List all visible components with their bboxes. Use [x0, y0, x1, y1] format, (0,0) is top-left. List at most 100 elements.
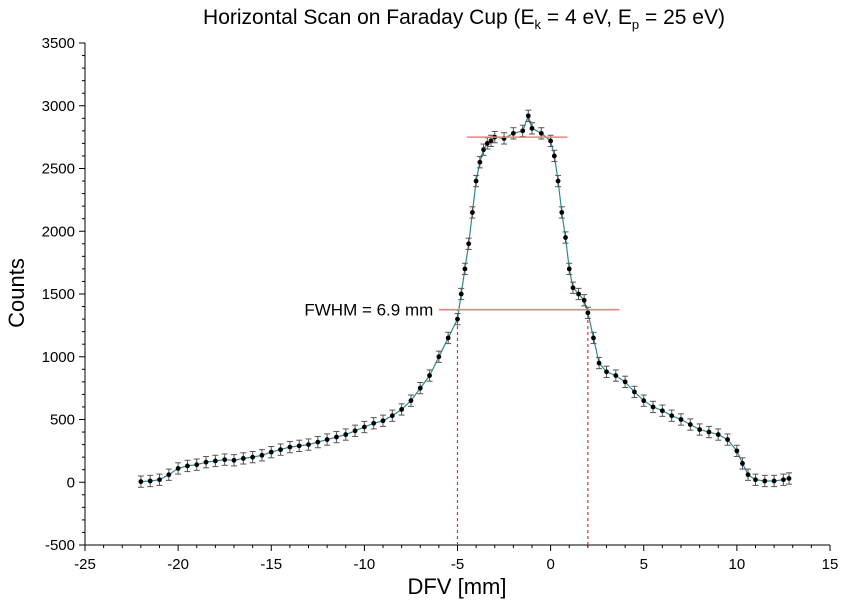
x-tick-label: -20: [167, 556, 189, 573]
x-tick-label: -10: [354, 556, 376, 573]
data-point: [334, 434, 339, 440]
y-tick-label: -500: [45, 537, 75, 554]
data-point: [576, 291, 581, 297]
data-point: [343, 432, 349, 437]
data-point: [399, 407, 405, 412]
data-point: [185, 463, 190, 469]
x-tick-label: -5: [451, 556, 464, 573]
data-point: [477, 159, 483, 165]
data-point: [240, 456, 246, 461]
data-point: [781, 477, 786, 483]
title-prefix: Horizontal Scan on Faraday Cup (E: [203, 6, 535, 29]
x-tick-label: 5: [640, 556, 648, 573]
y-tick-label: 2500: [42, 161, 75, 178]
chart-title: Horizontal Scan on Faraday Cup (Ek = 4 e…: [203, 6, 725, 32]
data-point: [559, 210, 565, 215]
title-sub-k: k: [535, 17, 542, 32]
data-point: [725, 437, 730, 442]
x-tick-label: 10: [729, 556, 746, 573]
data-point: [371, 420, 377, 426]
data-point: [650, 404, 656, 410]
data-point: [591, 335, 596, 341]
plot-area: -25 -20 -15 -10 -5 0 5 10 15 -500 0 500 1000 1500 2000…: [42, 35, 839, 573]
y-tick-label: 3500: [42, 35, 75, 52]
data-point: [138, 479, 144, 485]
data-point: [604, 369, 609, 375]
title-suffix: = 25 eV): [639, 6, 725, 29]
data-point: [380, 418, 386, 424]
data-point: [678, 417, 684, 422]
data-point: [510, 130, 516, 136]
data-point: [427, 373, 432, 378]
data-point: [147, 478, 153, 484]
x-axis-label: DFV [mm]: [408, 574, 507, 599]
y-tick-label: 0: [67, 474, 75, 491]
data-point: [581, 297, 587, 303]
data-point: [315, 439, 321, 445]
data-point: [697, 427, 703, 432]
data-point: [551, 153, 557, 159]
data-point: [166, 472, 172, 478]
data-point: [613, 373, 619, 378]
data-point: [520, 128, 526, 134]
data-point: [470, 210, 475, 215]
data-point: [563, 235, 568, 240]
y-tick-label: 500: [50, 412, 75, 429]
data-point: [566, 266, 572, 272]
y-tick-label: 3000: [42, 98, 75, 115]
fwhm-label: FWHM = 6.9 mm: [304, 301, 433, 320]
data-point: [352, 428, 358, 434]
data-point: [570, 285, 576, 291]
data-point: [753, 477, 758, 483]
data-point: [212, 458, 218, 464]
data-point: [250, 454, 256, 460]
data-point: [287, 444, 293, 450]
data-point: [734, 448, 740, 454]
data-point: [786, 476, 792, 481]
y-tick-label: 1000: [42, 349, 75, 366]
data-point: [203, 459, 209, 465]
x-tick-label: 15: [822, 556, 839, 573]
data-point: [408, 398, 414, 404]
data-point: [585, 310, 591, 316]
data-point: [659, 408, 665, 414]
data-point: [488, 138, 494, 144]
data-point: [417, 385, 423, 391]
data-point: [529, 125, 535, 131]
y-axis-label: Counts: [4, 258, 29, 328]
series-line: [140, 113, 790, 483]
x-tick-label: -15: [260, 556, 282, 573]
title-sub-p: p: [632, 17, 639, 32]
data-point: [389, 413, 395, 419]
y-tick-label: 1500: [42, 286, 75, 303]
data-point: [525, 113, 531, 119]
data-point: [771, 478, 777, 484]
data-point: [268, 449, 274, 455]
data-point: [324, 437, 330, 442]
data-point: [538, 130, 544, 136]
data-point: [445, 335, 451, 341]
data-point: [669, 413, 675, 419]
data-point: [622, 379, 628, 385]
data-point: [222, 457, 228, 463]
data-point: [706, 429, 712, 435]
data-point: [687, 422, 693, 427]
y-tick-label: 2000: [42, 223, 75, 240]
data-point: [436, 354, 442, 360]
data-point: [548, 138, 554, 144]
data-point: [455, 316, 460, 322]
data-point: [641, 398, 647, 404]
data-point: [481, 147, 486, 153]
data-point: [715, 432, 721, 437]
data-point: [632, 389, 637, 395]
data-point: [157, 477, 162, 483]
data-point: [458, 291, 464, 297]
data-point: [473, 178, 479, 184]
data-point: [740, 461, 745, 466]
data-point: [462, 266, 468, 272]
data-point: [555, 178, 561, 184]
data-point: [296, 443, 302, 449]
data-point: [175, 466, 181, 471]
data-point: [194, 462, 200, 468]
